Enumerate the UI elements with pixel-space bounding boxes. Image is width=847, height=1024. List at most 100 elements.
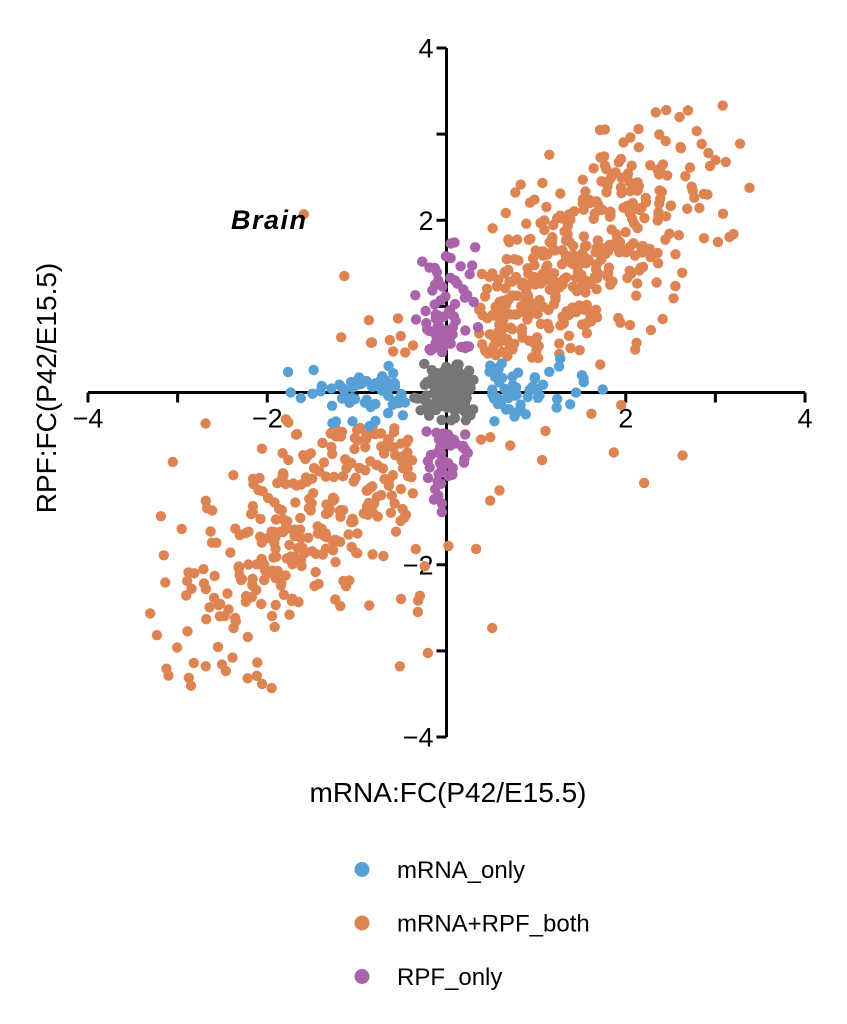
data-point [385, 507, 397, 518]
data-point [634, 204, 645, 216]
data-point [228, 470, 239, 481]
data-point [360, 465, 371, 476]
data-point [544, 366, 555, 377]
data-point [200, 418, 211, 429]
data-point [182, 626, 193, 637]
data-point [579, 302, 590, 313]
y-tick-label: 2 [418, 206, 433, 236]
data-point [212, 641, 224, 653]
data-point [537, 250, 549, 261]
data-point [389, 498, 400, 509]
data-point [395, 330, 406, 342]
data-point [675, 143, 687, 154]
data-point [285, 551, 297, 562]
data-point [599, 151, 610, 162]
data-point [185, 680, 197, 691]
points-layer [145, 100, 755, 694]
data-point [573, 283, 585, 294]
data-point [505, 440, 516, 451]
data-point [436, 498, 447, 509]
data-point [259, 574, 270, 586]
data-point [487, 223, 498, 234]
data-point [176, 523, 187, 535]
data-point [340, 454, 351, 465]
data-point [167, 456, 178, 468]
data-point [308, 364, 319, 376]
data-point [490, 350, 501, 361]
data-point [576, 370, 588, 381]
data-point [252, 657, 263, 668]
data-point [574, 345, 585, 356]
data-point [445, 252, 456, 264]
data-point [550, 277, 562, 288]
data-point [222, 588, 233, 599]
data-point [494, 485, 505, 496]
data-point [183, 567, 194, 578]
data-point [200, 661, 211, 672]
data-point [460, 415, 471, 426]
data-point [654, 185, 665, 196]
data-point [349, 432, 361, 444]
data-point [346, 541, 357, 553]
data-point [564, 209, 575, 220]
data-point [504, 276, 515, 287]
data-point [470, 543, 482, 555]
data-point [717, 100, 728, 111]
data-point [682, 203, 693, 214]
data-point [242, 673, 253, 684]
data-point [432, 311, 443, 323]
data-point [214, 611, 226, 622]
data-point [652, 247, 663, 259]
data-point [577, 194, 589, 205]
data-point [282, 366, 294, 378]
data-point [524, 197, 536, 208]
data-point [687, 185, 698, 196]
data-point [424, 406, 435, 418]
data-point [443, 395, 455, 407]
legend-item-mRNA+RPF_both: mRNA+RPF_both [354, 911, 590, 938]
data-point [421, 426, 432, 437]
data-point [268, 552, 279, 563]
data-point [637, 240, 648, 252]
data-point [522, 314, 533, 325]
data-point [606, 224, 617, 235]
data-point [337, 471, 349, 482]
data-point [280, 414, 291, 425]
data-point [537, 177, 548, 189]
data-point [421, 390, 432, 401]
data-point [386, 490, 397, 501]
data-point [625, 132, 636, 143]
data-point [744, 182, 755, 193]
data-point [407, 488, 419, 499]
data-point [449, 237, 460, 248]
data-point [443, 540, 454, 552]
data-point [216, 659, 228, 670]
plot-title: Brain [231, 205, 308, 235]
data-point [734, 138, 746, 149]
data-point [542, 318, 553, 329]
data-point [247, 507, 259, 518]
data-point [336, 393, 348, 404]
data-point [363, 315, 375, 326]
data-point [302, 450, 314, 461]
labels-layer: Brain mRNA:FC(P42/E15.5) RPF:FC(P42/E15.… [31, 205, 586, 808]
data-point [626, 160, 637, 171]
data-point [570, 272, 582, 283]
data-point [550, 292, 561, 303]
data-point [207, 505, 218, 516]
data-point [276, 505, 287, 516]
data-point [291, 480, 302, 491]
data-point [295, 512, 306, 524]
data-point [347, 416, 358, 427]
data-point [443, 379, 454, 390]
data-point [357, 376, 368, 387]
data-point [256, 537, 267, 548]
data-point [256, 598, 267, 610]
data-point [432, 322, 443, 333]
data-point [278, 589, 290, 600]
data-point [420, 305, 431, 317]
data-point [601, 164, 612, 175]
data-point [278, 469, 289, 481]
data-point [446, 415, 457, 426]
data-point [389, 396, 400, 407]
